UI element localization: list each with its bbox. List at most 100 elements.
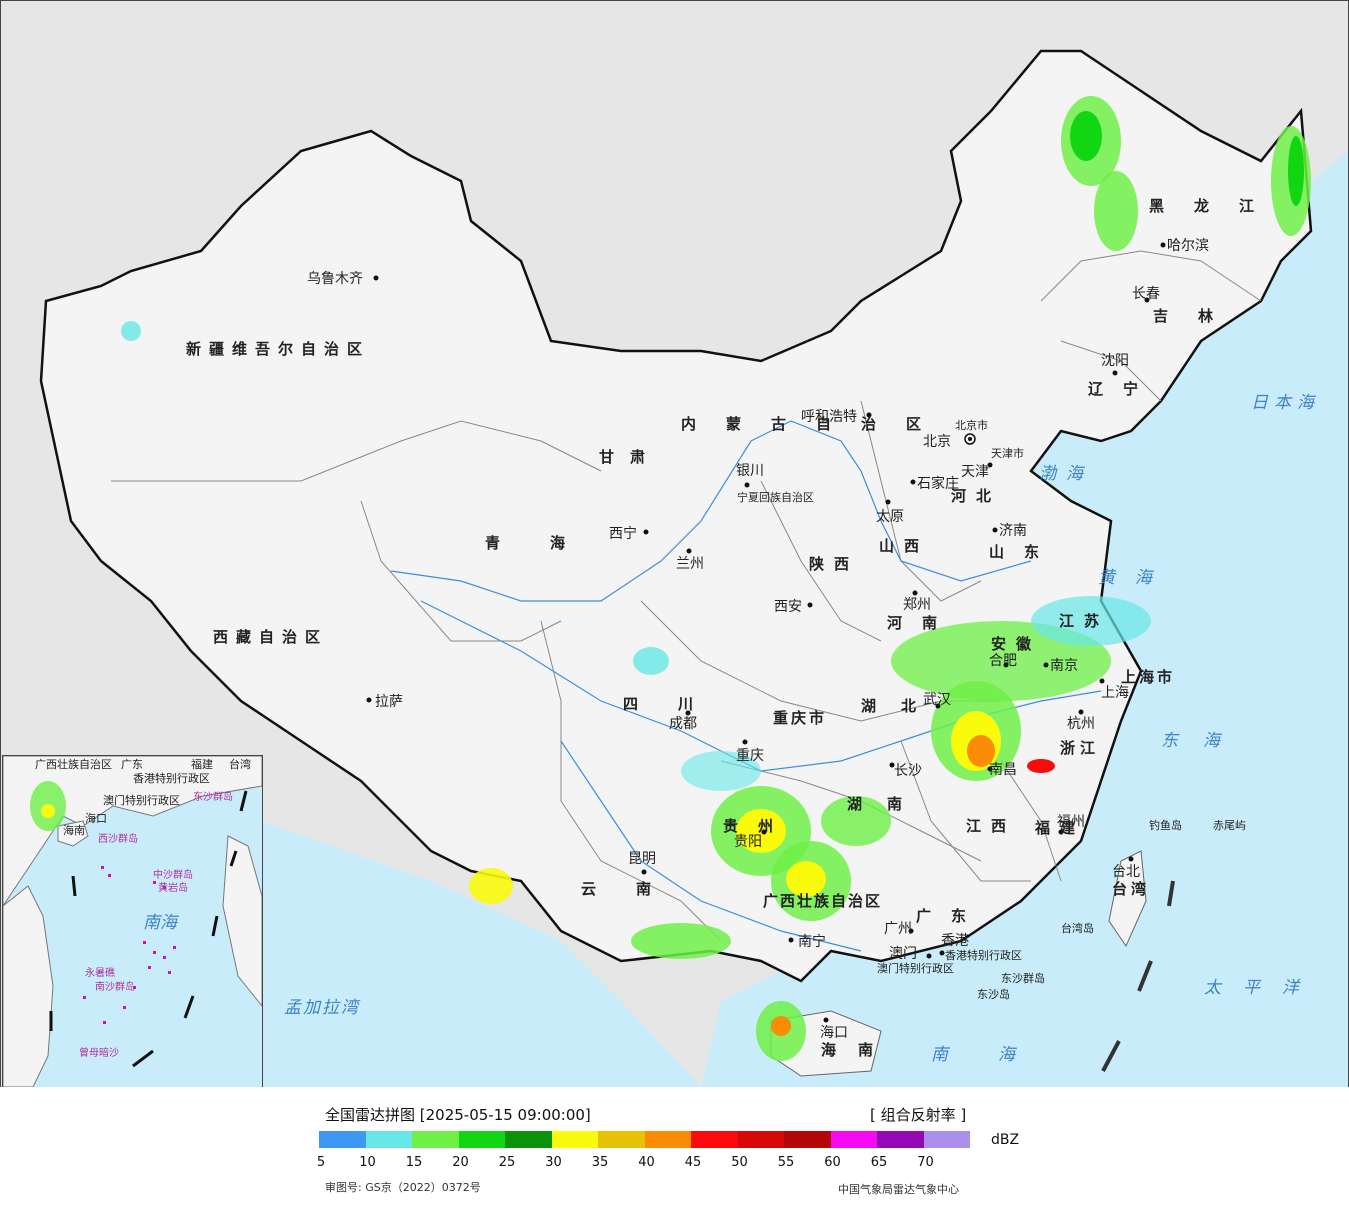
city-dot	[889, 762, 895, 768]
color-swatch	[505, 1131, 552, 1148]
region-label-shandong: 山东	[989, 543, 1059, 561]
island-label-diaoyu: 钓鱼岛	[1149, 818, 1182, 832]
city-dot	[641, 869, 647, 875]
city-dot	[686, 548, 692, 554]
sea-labels: 日本海 渤海 黄海 东海 太平洋 南海 孟加拉湾	[284, 393, 1321, 1065]
region-label-anhui: 安徽	[991, 635, 1041, 653]
product-label: [ 组合反射率 ]	[870, 1106, 967, 1124]
city-label-guangzhou: 广州	[884, 921, 912, 937]
inset-label-hainan: 海南	[63, 823, 85, 837]
region-label-sichuan: 四川	[623, 695, 733, 713]
city-label-hangzhou: 杭州	[1067, 716, 1095, 732]
region-label-guizhou: 贵州	[723, 817, 793, 835]
inset-labels: 广西壮族自治区 广东 福建 台湾 香港特别行政区 澳门特别行政区 东沙群岛 海口…	[35, 757, 251, 1059]
city-dot	[987, 766, 993, 772]
region-label-hunan: 湖南	[847, 795, 927, 813]
city-dot-capital	[964, 433, 976, 445]
inset-label-taiwan: 台湾	[229, 757, 251, 771]
region-label-hubei: 湖北	[861, 697, 941, 715]
city-dot	[643, 529, 649, 535]
inset-label-yongshu: 永暑礁	[85, 966, 115, 979]
region-label-liaoning: 辽宁	[1088, 380, 1158, 398]
sea-area-bay-of-bengal	[261, 821, 701, 1087]
legend-title: 全国雷达拼图 [2025-05-15 09:00:00]	[325, 1106, 591, 1124]
city-label-jinan: 济南	[999, 523, 1027, 539]
sea-label-bay-of-bengal: 孟加拉湾	[284, 998, 361, 1018]
city-label-urumqi: 乌鲁木齐	[307, 271, 363, 287]
color-swatch	[877, 1131, 924, 1148]
city-dot	[1099, 678, 1105, 684]
city-dot	[1003, 662, 1009, 668]
region-label-jiangsu: 江苏	[1059, 612, 1109, 630]
region-label-guangdong: 广东	[916, 907, 986, 925]
city-label-changsha: 长沙	[894, 763, 922, 779]
city-label-zhengzhou: 郑州	[903, 597, 931, 613]
city-dot	[910, 479, 916, 485]
radar-map: 乌鲁木齐 拉萨 西宁 兰州 银川 呼和浩特 北京 天津 石家庄 太原 济南 郑州	[0, 0, 1349, 1088]
region-label-tianjin-city: 天津市	[991, 446, 1024, 460]
sea-label-pacific: 太平洋	[1204, 978, 1321, 998]
city-label-shijiazhuang: 石家庄	[917, 475, 959, 492]
inset-hainan	[57, 820, 89, 847]
inset-label-zengmu: 曾母暗沙	[79, 1046, 119, 1059]
city-dot	[1144, 297, 1150, 303]
city-dot	[1112, 370, 1118, 376]
tick-label: 60	[824, 1155, 841, 1170]
tick-label: 50	[731, 1155, 748, 1170]
inset-echo	[41, 804, 55, 818]
region-label-shanxi: 山西	[879, 537, 929, 555]
city-dot	[788, 937, 794, 943]
province-boundaries	[111, 250, 1262, 942]
sea-label-bohai: 渤海	[1039, 464, 1093, 484]
city-dot	[1128, 856, 1134, 862]
island-label-taiwan: 台湾岛	[1061, 921, 1094, 935]
inset-label-fujian: 福建	[191, 757, 213, 771]
taiwan-island	[1108, 850, 1147, 948]
region-label-hainan: 海南	[821, 1041, 895, 1059]
region-label-fujian: 福建	[1034, 819, 1085, 837]
color-scale-bar	[319, 1131, 970, 1148]
city-label-hohhot: 呼和浩特	[801, 409, 857, 425]
color-swatch	[412, 1131, 459, 1148]
region-label-zhejiang: 浙江	[1060, 739, 1100, 757]
sea-area-east	[701, 151, 1348, 1087]
region-label-ningxia: 宁夏回族自治区	[737, 490, 814, 504]
radar-echoes	[121, 96, 1311, 1061]
city-dot	[935, 703, 941, 709]
city-dot	[373, 275, 379, 281]
color-swatch	[598, 1131, 645, 1148]
tick-label: 35	[591, 1155, 609, 1170]
region-label-qinghai: 青海	[485, 534, 615, 552]
city-label-lanzhou: 兰州	[676, 556, 704, 572]
city-label-fuzhou: 福州	[1057, 814, 1085, 830]
island-label-chiwei: 赤尾屿	[1213, 819, 1246, 832]
city-label-macau: 澳门	[889, 946, 917, 962]
region-label-henan: 河南	[887, 614, 957, 632]
tick-label: 70	[917, 1155, 934, 1170]
region-label-chongqing: 重庆市	[773, 709, 827, 727]
city-dot	[908, 928, 914, 934]
inset-pink-islands	[83, 866, 176, 1024]
city-dot	[926, 953, 932, 959]
tick-label: 45	[684, 1155, 702, 1170]
tick-label: 30	[545, 1155, 562, 1170]
city-label-taipei: 台北	[1112, 864, 1140, 880]
city-label-chengdu: 成都	[669, 716, 697, 732]
region-label-yunnan: 云南	[581, 880, 691, 898]
issuer-label: 中国气象局雷达气象中心	[838, 1183, 959, 1196]
tick-label: 10	[359, 1155, 376, 1170]
inset-label-nansha: 南沙群岛	[95, 980, 135, 993]
city-label-shanghai: 上海	[1101, 685, 1129, 701]
city-label-shenyang: 沈阳	[1101, 353, 1129, 369]
city-label-changchun: 长春	[1132, 286, 1160, 302]
map-canvas: 乌鲁木齐 拉萨 西宁 兰州 银川 呼和浩特 北京 天津 石家庄 太原 济南 郑州	[39, 49, 1348, 1087]
city-dot	[939, 950, 945, 956]
inset-label-huangyan: 黄岩岛	[158, 881, 188, 894]
region-label-beijing-city: 北京市	[955, 418, 988, 432]
region-labels: 新疆维吾尔自治区 西藏自治区 青海 甘肃 四川 云南 内蒙古自治区 黑龙江 吉林…	[186, 197, 1254, 1059]
city-label-yinchuan: 银川	[736, 463, 764, 479]
city-dot	[1078, 709, 1084, 715]
region-label-macau-sar: 澳门特别行政区	[877, 961, 954, 975]
sea-label-east-sea: 东海	[1161, 731, 1245, 751]
color-swatch	[551, 1131, 598, 1148]
